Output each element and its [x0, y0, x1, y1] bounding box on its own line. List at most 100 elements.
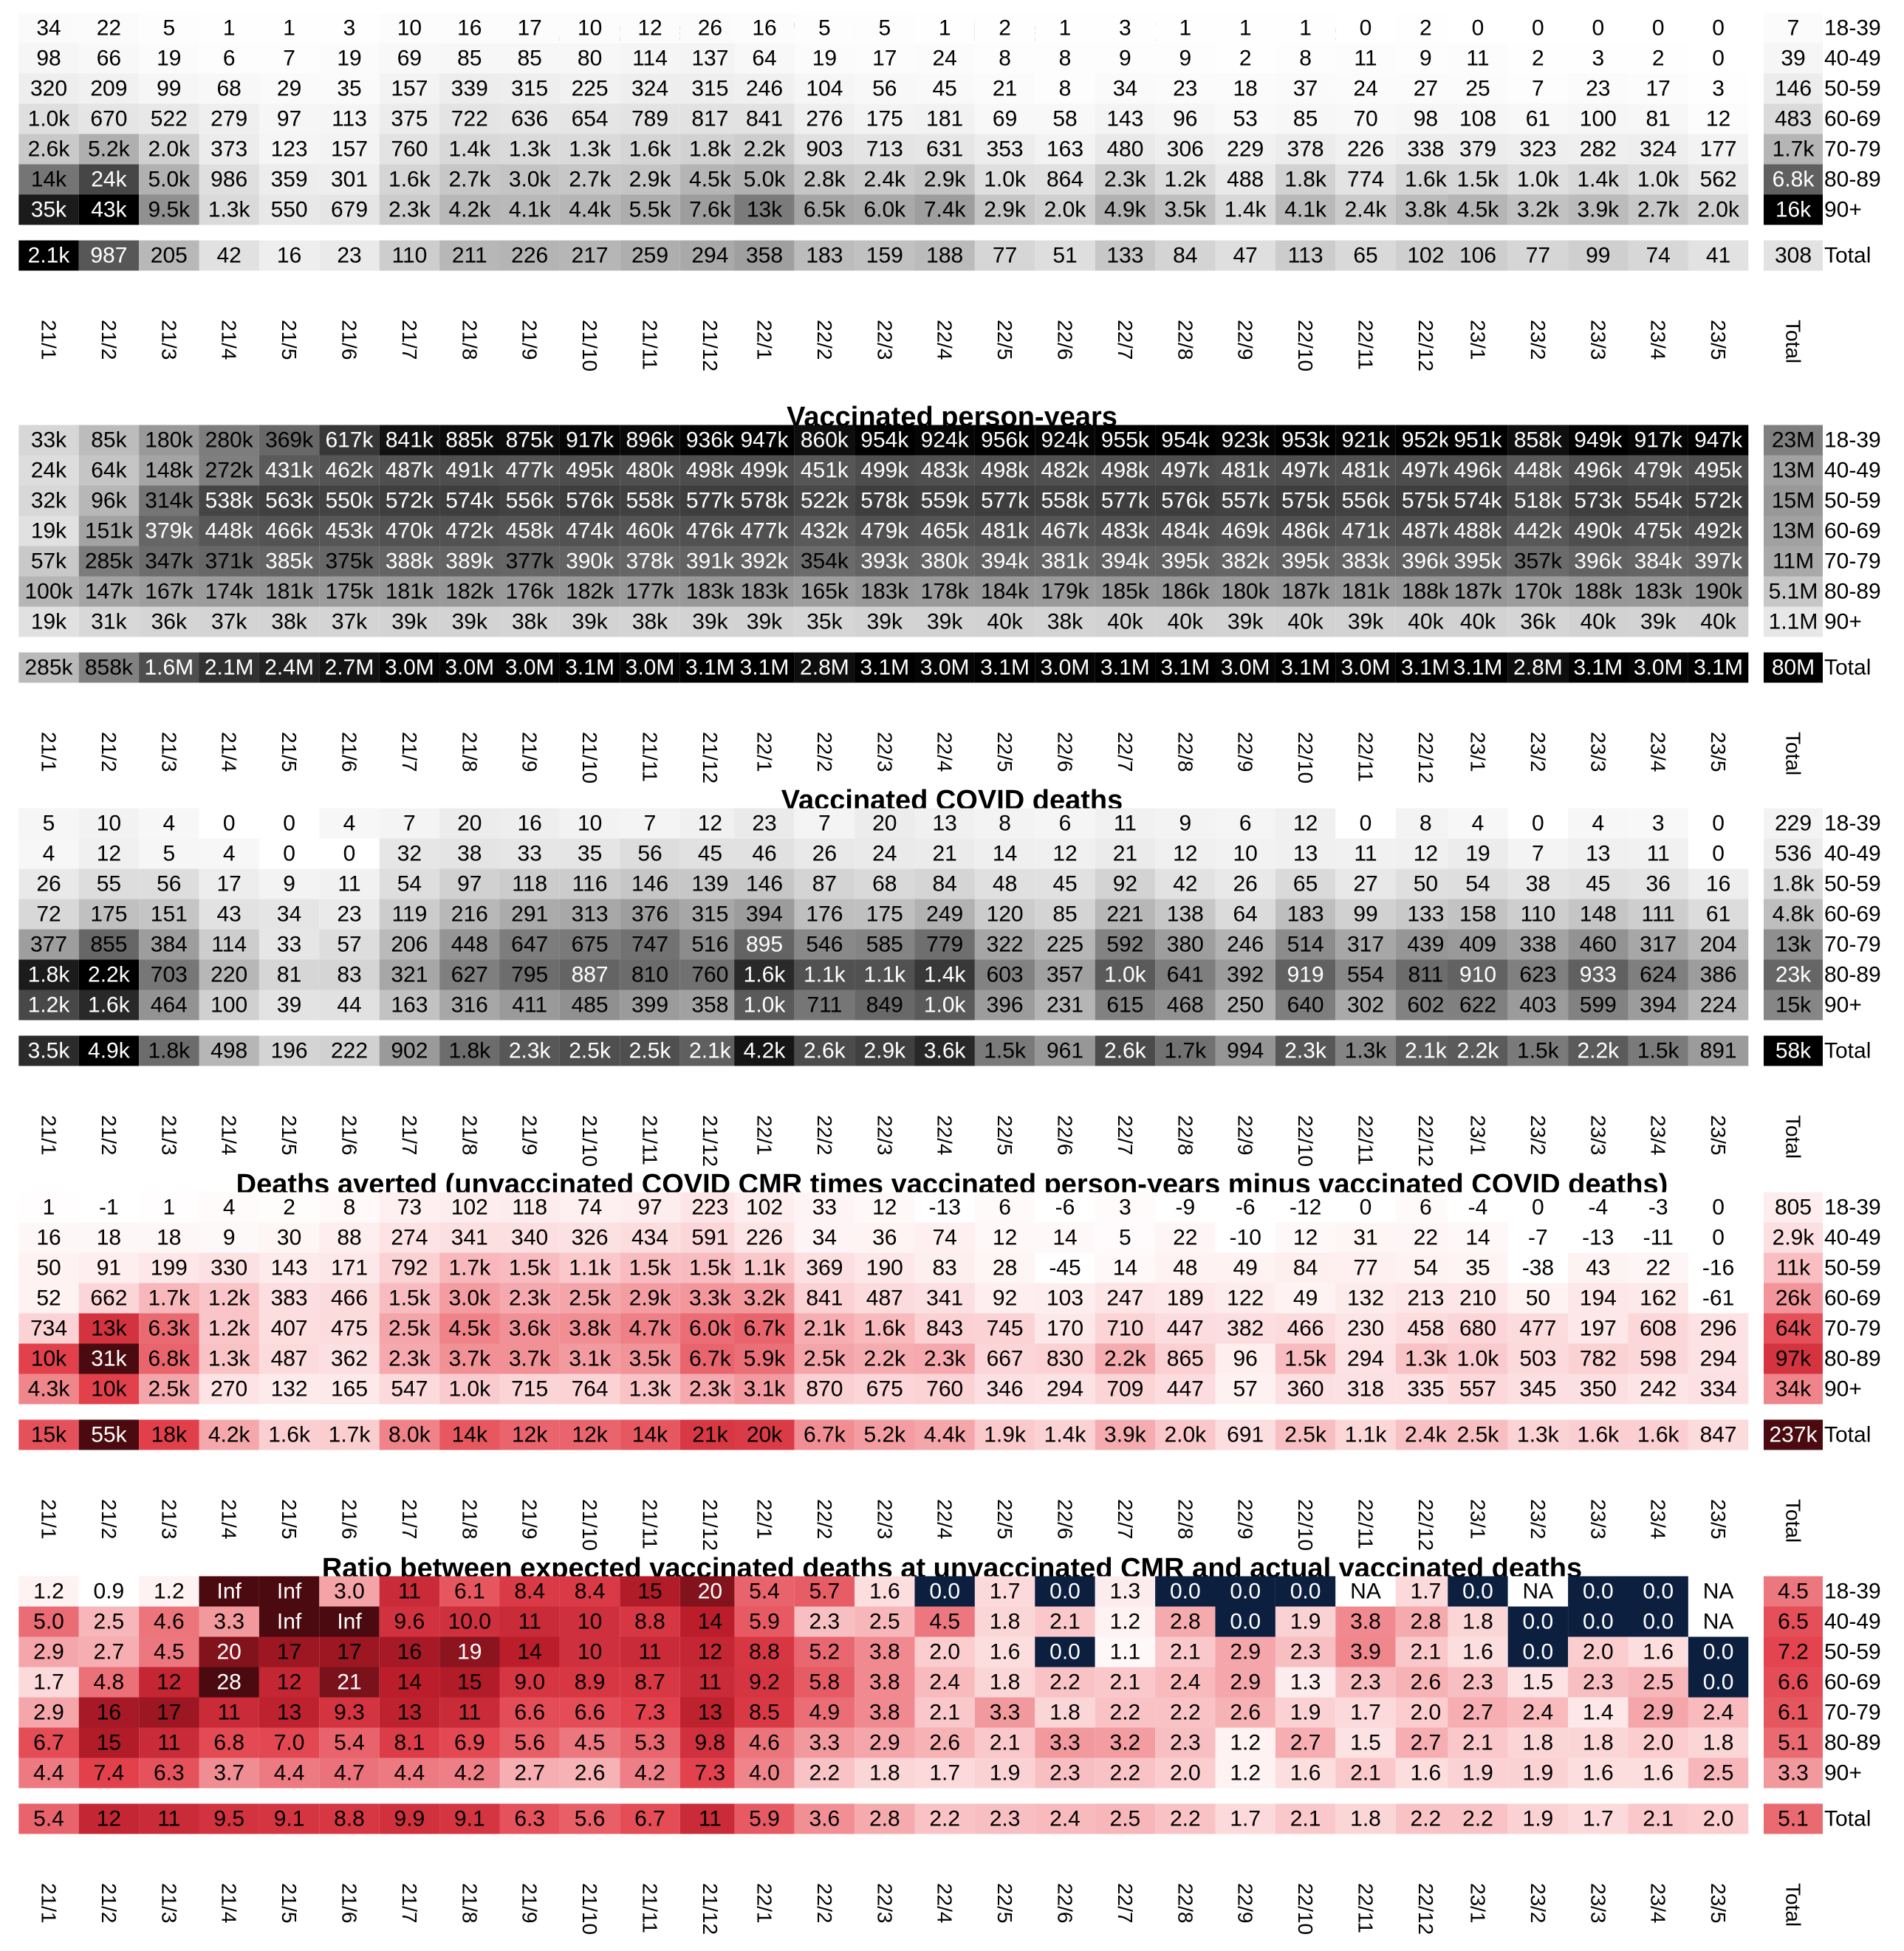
heatmap-cell [559, 485, 620, 516]
cell-value: 181k [265, 580, 314, 604]
cell-value: 3.5k [1164, 198, 1207, 222]
heatmap-cell [1095, 808, 1156, 839]
cell-value: 3 [1119, 1196, 1131, 1220]
cell-value: 448k [1514, 459, 1563, 483]
heatmap-cell [1507, 240, 1569, 271]
cell-value: 296 [1700, 1317, 1737, 1341]
cell-value: 204 [1700, 933, 1737, 957]
cell-value: 439 [1407, 933, 1444, 957]
cell-value: 357 [1047, 963, 1083, 987]
heatmap-cell [1335, 515, 1396, 546]
heatmap-cell [914, 134, 975, 165]
cell-value: 2.3 [990, 1807, 1021, 1831]
heatmap-cell [1215, 606, 1275, 637]
cell-value: 0.0 [1643, 1610, 1674, 1634]
cell-value: 184k [981, 580, 1030, 604]
cell-value: 23 [752, 812, 776, 836]
heatmap-cell [139, 606, 199, 637]
cell-value: 384 [151, 933, 188, 957]
cell-value: 3 [1652, 812, 1665, 836]
column-label: 22/4 [934, 320, 956, 360]
cell-value: 23M [1772, 428, 1815, 453]
cell-value: 9.0 [514, 1670, 545, 1695]
heatmap-cell [78, 164, 140, 195]
heatmap-cell [1035, 43, 1095, 74]
cell-value: 181k [1341, 580, 1390, 604]
cell-value: 321 [391, 963, 428, 987]
cell-value: 13k [747, 198, 783, 222]
heatmap-cell [18, 425, 79, 456]
heatmap-cell [1507, 13, 1569, 44]
cell-value: 486k [1281, 519, 1330, 544]
cell-value: 6.3 [514, 1807, 545, 1831]
column-label: 22/6 [1054, 1499, 1077, 1540]
cell-value: 3.7k [448, 1347, 491, 1371]
heatmap-cell [199, 240, 259, 271]
heatmap-cell [1568, 240, 1629, 271]
cell-value: 4.2k [208, 1423, 251, 1447]
heatmap-cell [18, 546, 79, 577]
cell-value: 1.1 [1110, 1640, 1141, 1664]
cell-value: 326 [572, 1226, 609, 1250]
cell-value: 3.1M [565, 656, 614, 680]
row-label-40-49: 40-49 [1824, 459, 1881, 483]
cell-value: 923k [1222, 428, 1270, 453]
heatmap-cell [1395, 194, 1456, 225]
heatmap-cell [1448, 425, 1508, 456]
cell-value: 497k [1402, 459, 1451, 483]
cell-value: 0.0 [1703, 1670, 1734, 1695]
heatmap-cell [379, 652, 440, 683]
cell-value: 2.5k [1457, 1423, 1500, 1447]
cell-value: 35 [1465, 1256, 1490, 1280]
cell-value: 68 [872, 872, 897, 896]
cell-value: 1.6k [863, 1317, 906, 1341]
heatmap-cell [1688, 13, 1749, 44]
heatmap-cell [379, 455, 440, 486]
cell-value: 458k [506, 519, 555, 544]
cell-value: 220 [210, 963, 247, 987]
cell-value: 3.2k [744, 1286, 787, 1311]
heatmap-cell [1395, 134, 1456, 165]
cell-value: 1.8 [1462, 1610, 1493, 1634]
cell-value: 376 [631, 902, 668, 927]
row-label-60-69: 60-69 [1824, 107, 1881, 131]
cell-value: 114 [632, 47, 668, 71]
column-label: 22/5 [993, 1883, 1016, 1924]
cell-value: 146 [746, 872, 783, 896]
heatmap-cell [620, 652, 680, 683]
cell-value: 670 [90, 107, 127, 131]
heatmap-cell [559, 576, 620, 607]
cell-value: 170k [1514, 580, 1563, 604]
heatmap-cell [914, 194, 975, 225]
cell-value: 19k [31, 519, 67, 544]
column-label: 22/6 [1054, 320, 1077, 360]
cell-value: 2.2 [1110, 1761, 1141, 1786]
cell-value: 481k [981, 519, 1030, 544]
cell-value: 7 [644, 812, 657, 836]
column-label: 22/5 [993, 320, 1016, 360]
cell-value: 16 [36, 1226, 61, 1250]
cell-value: 176k [506, 580, 555, 604]
cell-value: 2.7 [1411, 1731, 1442, 1755]
cell-value: 875k [506, 428, 555, 453]
heatmap-cell [1335, 194, 1396, 225]
cell-value: 7 [283, 47, 295, 71]
cell-value: 324 [1640, 137, 1677, 162]
heatmap-cell [139, 838, 199, 869]
cell-value: 1.2k [1164, 168, 1207, 192]
cell-value: 1.3k [1405, 1347, 1448, 1371]
heatmap-cell [794, 485, 855, 516]
cell-value: 5.2k [863, 1423, 906, 1447]
column-label: 21/10 [578, 1115, 601, 1167]
cell-value: 11M [1773, 549, 1814, 574]
cell-value: 488 [1227, 168, 1264, 192]
heatmap-cell [258, 13, 320, 44]
heatmap-cell [199, 808, 259, 839]
cell-value: 956k [981, 428, 1030, 453]
cell-value: 2.4 [1523, 1701, 1554, 1725]
cell-value: 2.6 [929, 1731, 960, 1755]
cell-value: 74 [1646, 244, 1671, 268]
cell-value: 12 [993, 1226, 1017, 1250]
heatmap-cell [78, 485, 140, 516]
heatmap-cell [794, 134, 855, 165]
